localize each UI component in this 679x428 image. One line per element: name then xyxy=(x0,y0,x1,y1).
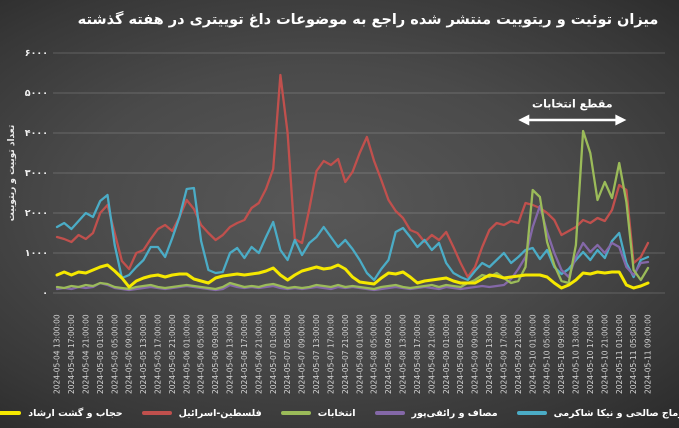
legend-label-entekhabat: انتخابات xyxy=(317,407,356,419)
y-tick-label: ۱۰۰۰ xyxy=(25,248,48,259)
x-tick-label: 2024-05-05 09:00:00 xyxy=(125,314,134,394)
x-tick-label: 2024-05-09 09:00:00 xyxy=(471,314,480,394)
chart-title: میزان توئیت و ریتوییت منتشر شده راجع به … xyxy=(78,10,659,28)
x-tick-label: 2024-05-06 09:00:00 xyxy=(211,314,220,394)
x-tick-label: 2024-05-06 01:00:00 xyxy=(182,314,191,394)
legend: حجاب و گشت ارشاد فلسطین-اسرائیل انتخابات مص… xyxy=(0,401,679,425)
x-tick-label: 2024-05-04 21:00:00 xyxy=(81,314,90,394)
x-tick-label: 2024-05-05 05:00:00 xyxy=(110,314,119,394)
x-tick-label: 2024-05-09 05:00:00 xyxy=(456,314,465,394)
x-tick-label: 2024-05-08 21:00:00 xyxy=(427,314,436,394)
legend-label-hijab-gasht-ershad: حجاب و گشت ارشاد xyxy=(28,407,123,419)
legend-item-toomaj-nika: توماج صالحی و نیکا شاکرمی xyxy=(516,407,679,419)
x-tick-label: 2024-05-04 13:00:00 xyxy=(53,314,62,394)
x-tick-label: 2024-05-09 21:00:00 xyxy=(514,314,523,394)
series-lines xyxy=(55,73,650,292)
election-period-annotation: مقطع انتخابات xyxy=(518,98,627,126)
x-tick-label: 2024-05-07 13:00:00 xyxy=(312,314,321,394)
legend-label-masaf-raefipour: مصاف و رائفی‌پور xyxy=(411,407,498,419)
annotation-arrow-right-head xyxy=(615,114,627,126)
legend-swatch-masaf-raefipour xyxy=(374,411,405,415)
x-tick-label: 2024-05-06 17:00:00 xyxy=(240,314,249,394)
x-tick-label: 2024-05-08 09:00:00 xyxy=(384,314,393,394)
y-tick-label: ۵۰۰۰ xyxy=(25,88,48,99)
x-tick-label: 2024-05-10 21:00:00 xyxy=(600,314,609,394)
x-tick-label: 2024-05-06 13:00:00 xyxy=(226,314,235,394)
legend-label-toomaj-nika: توماج صالحی و نیکا شاکرمی xyxy=(553,407,679,419)
x-tick-label: 2024-05-10 09:00:00 xyxy=(557,314,566,394)
gridlines xyxy=(53,52,665,294)
x-tick-label: 2024-05-09 13:00:00 xyxy=(485,314,494,394)
legend-label-palestine-israel: فلسطین-اسرائیل xyxy=(178,407,262,419)
legend-item-masaf-raefipour: مصاف و رائفی‌پور xyxy=(374,407,498,419)
x-tick-label: 2024-05-06 05:00:00 xyxy=(197,314,206,394)
y-tick-label: ۳۰۰۰ xyxy=(25,168,48,179)
series-line-entekhabat xyxy=(55,129,650,291)
x-tick-label: 2024-05-11 01:00:00 xyxy=(615,314,624,394)
x-tick-label: 2024-05-07 05:00:00 xyxy=(283,314,292,394)
x-tick-label: 2024-05-05 21:00:00 xyxy=(168,314,177,394)
x-tick-label: 2024-05-10 05:00:00 xyxy=(543,314,552,394)
x-tick-label: 2024-05-07 21:00:00 xyxy=(341,314,350,394)
y-axis-tick-labels: ۰ ۱۰۰۰ ۲۰۰۰ ۳۰۰۰ ۴۰۰۰ ۵۰۰۰ ۶۰۰۰ xyxy=(25,48,48,299)
x-tick-label: 2024-05-06 21:00:00 xyxy=(254,314,263,394)
x-tick-label: 2024-05-07 17:00:00 xyxy=(327,314,336,394)
legend-item-entekhabat: انتخابات xyxy=(280,407,356,419)
x-tick-label: 2024-05-04 17:00:00 xyxy=(67,314,76,394)
x-tick-label: 2024-05-11 05:00:00 xyxy=(629,314,638,394)
annotation-arrow-left-head xyxy=(518,114,530,126)
x-tick-label: 2024-05-11 09:00:00 xyxy=(644,314,653,394)
series-line-palestine-israel xyxy=(55,73,650,279)
y-tick-label: ۴۰۰۰ xyxy=(25,128,48,139)
y-axis-title: تعداد توییت و ریتوییت xyxy=(7,125,17,221)
x-tick-label: 2024-05-07 01:00:00 xyxy=(269,314,278,394)
y-tick-label: ۰ xyxy=(42,288,48,299)
x-tick-label: 2024-05-09 01:00:00 xyxy=(442,314,451,394)
x-tick-label: 2024-05-05 13:00:00 xyxy=(139,314,148,394)
y-tick-label: ۲۰۰۰ xyxy=(25,208,48,219)
x-tick-label: 2024-05-05 17:00:00 xyxy=(154,314,163,394)
legend-item-palestine-israel: فلسطین-اسرائیل xyxy=(141,407,262,419)
x-tick-label: 2024-05-10 13:00:00 xyxy=(572,314,581,394)
annotation-label: مقطع انتخابات xyxy=(532,98,613,111)
y-tick-label: ۶۰۰۰ xyxy=(25,48,48,59)
x-tick-label: 2024-05-10 01:00:00 xyxy=(528,314,537,394)
legend-swatch-hijab-gasht-ershad xyxy=(0,411,22,415)
legend-item-hijab-gasht-ershad: حجاب و گشت ارشاد xyxy=(0,408,123,419)
series-line-hijab-gasht-ershad xyxy=(55,263,650,290)
x-tick-label: 2024-05-05 01:00:00 xyxy=(96,314,105,394)
x-tick-label: 2024-05-08 17:00:00 xyxy=(413,314,422,394)
series-line-toomaj-nika xyxy=(55,186,650,282)
legend-swatch-entekhabat xyxy=(280,411,311,415)
x-axis-tick-labels: 2024-05-04 13:00:00 2024-05-04 17:00:00 20… xyxy=(53,314,653,394)
x-tick-label: 2024-05-08 05:00:00 xyxy=(370,314,379,394)
x-tick-label: 2024-05-08 01:00:00 xyxy=(355,314,364,394)
legend-swatch-palestine-israel xyxy=(141,411,172,415)
x-tick-label: 2024-05-08 13:00:00 xyxy=(399,314,408,394)
x-tick-label: 2024-05-10 17:00:00 xyxy=(586,314,595,394)
x-tick-label: 2024-05-09 17:00:00 xyxy=(500,314,509,394)
legend-swatch-toomaj-nika xyxy=(516,411,547,415)
x-tick-label: 2024-05-07 09:00:00 xyxy=(298,314,307,394)
